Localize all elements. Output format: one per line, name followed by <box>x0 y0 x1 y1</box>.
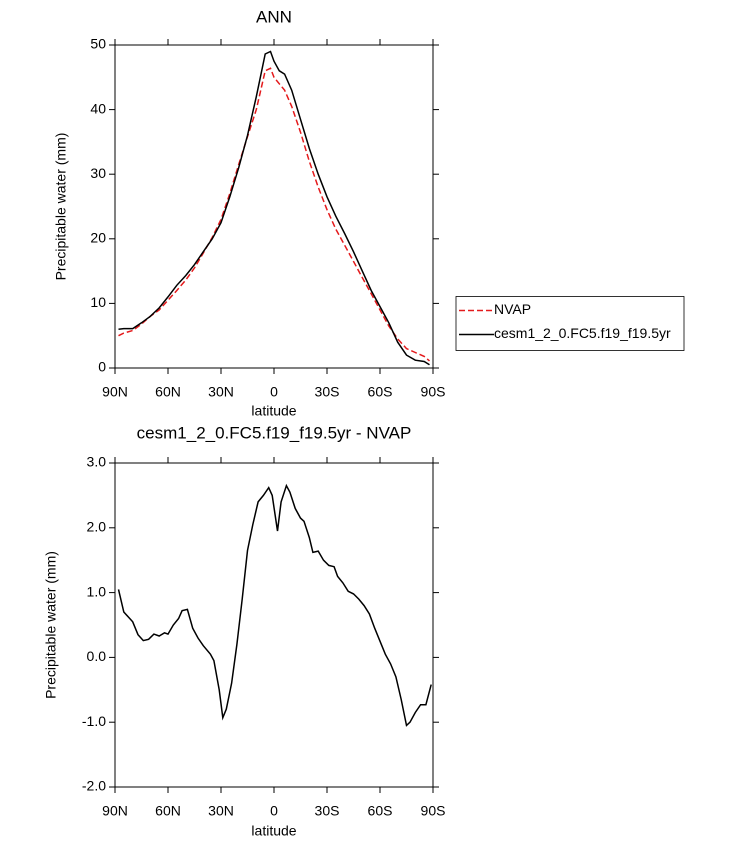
y-tick-label: 0 <box>98 359 106 375</box>
y-tick-label: -1.0 <box>82 713 106 729</box>
legend-label: NVAP <box>494 301 531 317</box>
y-tick-label: 20 <box>90 230 106 246</box>
x-tick-label: 90S <box>421 803 446 819</box>
y-tick-label: 0.0 <box>87 648 107 664</box>
x-tick-label: 90N <box>102 803 128 819</box>
y-tick-label: 40 <box>90 100 106 116</box>
x-tick-label: 60N <box>155 803 181 819</box>
x-tick-label: 30N <box>208 803 234 819</box>
data-line <box>117 483 432 727</box>
data-line <box>118 67 430 362</box>
y-tick-label: -2.0 <box>82 778 106 794</box>
x-tick-label: 60S <box>368 384 393 400</box>
legend-label: cesm1_2_0.FC5.f19_f19.5yr <box>494 325 671 341</box>
y-tick-label: 2.0 <box>87 519 107 535</box>
x-tick-label: 30S <box>315 384 340 400</box>
x-tick-label: 0 <box>270 803 278 819</box>
y-tick-label: 1.0 <box>87 583 107 599</box>
y-axis-label: Precipitable water (mm) <box>43 551 59 699</box>
y-tick-label: 10 <box>90 294 106 310</box>
x-tick-label: 90N <box>102 384 128 400</box>
x-tick-label: 30S <box>315 803 340 819</box>
plot-frame <box>114 462 434 788</box>
legend-box <box>455 296 685 351</box>
x-tick-label: 60S <box>368 803 393 819</box>
y-axis-label: Precipitable water (mm) <box>53 133 69 281</box>
data-line <box>118 50 430 366</box>
x-tick-label: 0 <box>270 384 278 400</box>
plot-frame <box>114 44 434 369</box>
y-tick-label: 50 <box>90 36 106 52</box>
x-tick-label: 60N <box>155 384 181 400</box>
x-tick-label: 30N <box>208 384 234 400</box>
x-axis-label: latitude <box>251 403 296 419</box>
y-tick-label: 30 <box>90 165 106 181</box>
x-tick-label: 90S <box>421 384 446 400</box>
y-tick-label: 3.0 <box>87 454 107 470</box>
chart-title: cesm1_2_0.FC5.f19_f19.5yr - NVAP <box>137 423 412 442</box>
chart-title: ANN <box>256 7 292 26</box>
x-axis-label: latitude <box>251 823 296 839</box>
